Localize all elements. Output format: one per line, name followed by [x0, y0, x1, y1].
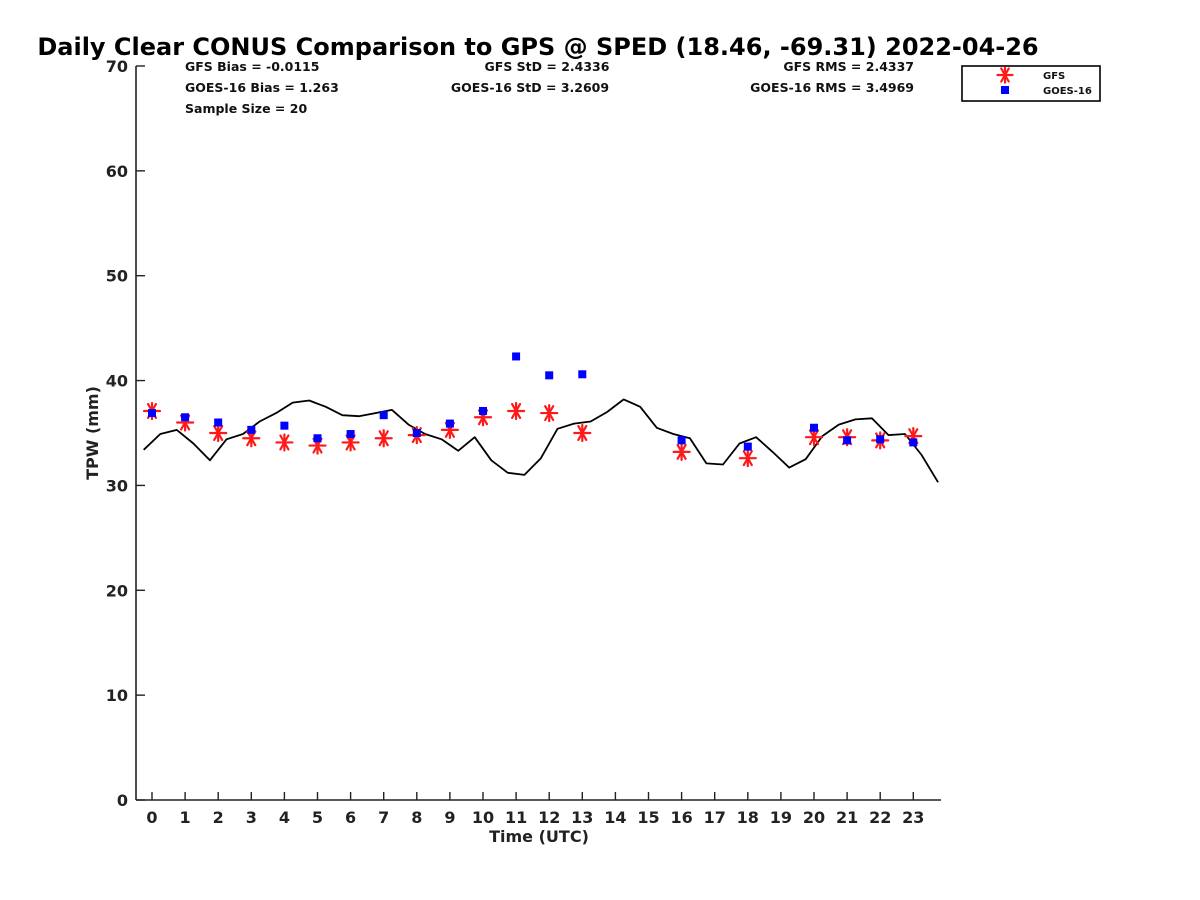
gfs-point	[672, 442, 691, 461]
gfs-point	[507, 401, 526, 421]
goes-point	[843, 436, 852, 445]
y-tick-label: 20	[106, 581, 128, 600]
x-tick-label: 5	[312, 808, 323, 827]
stat-goes-bias: GOES-16 Bias = 1.263	[185, 80, 339, 95]
legend-gfs-marker	[996, 66, 1014, 84]
x-tick-label: 19	[770, 808, 792, 827]
x-tick-label: 22	[869, 808, 891, 827]
goes-point	[545, 371, 554, 380]
chart-title: Daily Clear CONUS Comparison to GPS @ SP…	[37, 33, 1038, 61]
goes-point	[412, 429, 421, 437]
stat-sample-size: Sample Size = 20	[185, 101, 307, 116]
legend-goes-square	[1001, 86, 1009, 94]
y-tick-label: 70	[106, 57, 128, 76]
x-tick-label: 21	[836, 808, 858, 827]
x-tick-label: 3	[246, 808, 257, 827]
y-tick-label: 30	[106, 476, 128, 495]
stat-gfs-rms: GFS RMS = 2.4337	[783, 59, 914, 74]
goes-point	[810, 423, 818, 432]
y-tick-label: 50	[106, 267, 128, 286]
y-tick-label: 60	[106, 162, 128, 181]
stat-gfs-bias: GFS Bias = -0.0115	[185, 59, 319, 74]
stat-goes-std: GOES-16 StD = 3.2609	[451, 80, 609, 95]
chart-series	[142, 352, 939, 483]
legend: GFS GOES-16	[961, 65, 1101, 102]
x-tick-label: 4	[279, 808, 290, 827]
goes-point	[909, 438, 918, 447]
x-tick-label: 11	[505, 808, 527, 827]
goes-point	[181, 413, 190, 422]
gfs-point	[804, 428, 824, 447]
x-tick-label: 15	[637, 808, 659, 827]
goes-point	[512, 352, 521, 361]
gfs-point	[540, 403, 559, 423]
x-tick-label: 0	[146, 808, 157, 827]
x-tick-label: 2	[213, 808, 224, 827]
goes-point	[313, 434, 322, 443]
y-tick-label: 10	[106, 686, 128, 705]
gfs-point	[209, 423, 228, 443]
legend-gfs-label: GFS	[1043, 71, 1065, 82]
legend-box	[961, 65, 1101, 102]
stat-gfs-std: GFS StD = 2.4336	[485, 59, 610, 74]
gfs-point	[738, 449, 757, 468]
x-tick-label: 10	[472, 808, 494, 827]
goes-point	[876, 435, 885, 444]
goes-point	[479, 406, 487, 415]
x-tick-label: 13	[571, 808, 593, 827]
gps-line	[143, 398, 939, 483]
goes-point	[280, 421, 289, 430]
x-tick-label: 7	[378, 808, 389, 827]
goes-point	[743, 442, 752, 451]
x-tick-label: 9	[444, 808, 455, 827]
y-tick-label: 0	[117, 791, 128, 810]
goes-point	[247, 425, 256, 434]
x-tick-label: 16	[670, 808, 692, 827]
goes-point	[379, 411, 388, 420]
x-tick-label: 12	[538, 808, 560, 827]
goes-point	[148, 409, 156, 418]
y-axis-label: TPW (mm)	[83, 386, 102, 480]
x-tick-label: 8	[411, 808, 422, 827]
x-tick-label: 17	[704, 808, 726, 827]
goes-point	[346, 430, 355, 439]
y-tick-label: 40	[106, 372, 128, 391]
legend-goes-label: GOES-16	[1043, 86, 1092, 97]
x-tick-label: 1	[180, 808, 191, 827]
goes-point	[214, 418, 223, 427]
x-tick-label: 18	[737, 808, 759, 827]
gfs-point	[374, 429, 393, 448]
x-tick-label: 20	[803, 808, 825, 827]
legend-gfs-asterisk	[996, 66, 1014, 84]
goes-point	[445, 419, 454, 428]
stat-goes-rms: GOES-16 RMS = 3.4969	[750, 80, 914, 95]
x-tick-label: 14	[604, 808, 626, 827]
x-tick-label: 23	[902, 808, 924, 827]
x-axis-label: Time (UTC)	[489, 827, 589, 846]
x-tick-label: 6	[345, 808, 356, 827]
gfs-point	[275, 433, 294, 452]
goes-point	[578, 370, 587, 379]
legend-goes-marker	[1001, 86, 1009, 94]
gfs-point	[573, 423, 592, 443]
goes-point	[677, 436, 686, 445]
